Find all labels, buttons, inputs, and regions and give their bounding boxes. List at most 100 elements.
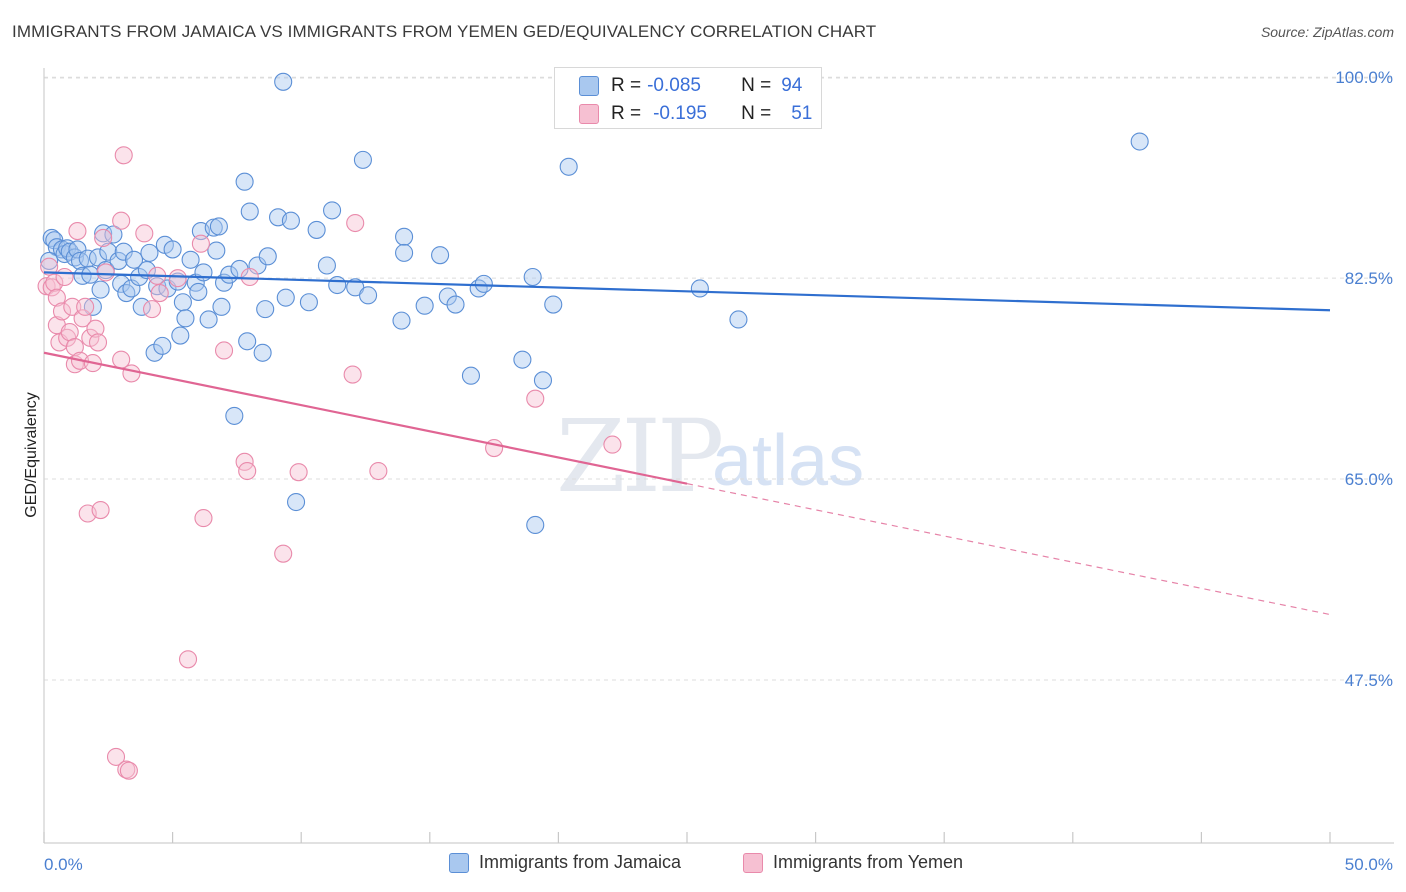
point-jamaica <box>446 295 465 314</box>
point-jamaica <box>287 492 306 512</box>
point-yemen <box>214 341 234 360</box>
point-jamaica <box>240 202 259 221</box>
point-yemen <box>150 284 169 303</box>
point-yemen <box>369 461 388 481</box>
point-jamaica <box>544 295 563 314</box>
point-jamaica <box>42 228 61 248</box>
point-jamaica <box>474 274 493 293</box>
point-yemen <box>86 319 105 338</box>
point-yemen <box>274 544 293 563</box>
point-yemen <box>191 234 210 253</box>
point-jamaica <box>225 406 244 425</box>
point-jamaica <box>1130 132 1149 151</box>
point-jamaica <box>140 243 159 262</box>
point-jamaica <box>176 309 195 328</box>
point-yemen <box>240 267 259 287</box>
point-yemen <box>94 228 113 248</box>
point-jamaica <box>276 288 295 307</box>
point-yemen <box>178 650 198 669</box>
point-yemen <box>119 761 138 780</box>
legend-label-jamaica: Immigrants from Jamaica <box>479 852 682 872</box>
legend-r-value: -0.085 <box>647 75 701 96</box>
point-yemen <box>114 146 133 165</box>
point-jamaica <box>68 240 87 259</box>
point-jamaica <box>171 326 190 345</box>
legend-row-yemen: R = -0.195 N = 51 <box>579 102 812 126</box>
point-jamaica <box>209 217 228 236</box>
point-jamaica <box>99 242 118 261</box>
point-jamaica <box>45 231 64 250</box>
legend-swatch-yemen <box>743 852 763 873</box>
trendline-jamaica <box>43 271 1331 312</box>
point-yemen <box>88 333 108 352</box>
point-jamaica <box>415 296 434 315</box>
x-tick-label-min: 0.0% <box>44 855 83 874</box>
point-jamaica <box>513 350 532 369</box>
point-jamaica <box>323 201 342 220</box>
point-jamaica <box>207 241 226 260</box>
point-yemen <box>47 288 66 307</box>
legend-r-value: -0.195 <box>653 103 707 124</box>
point-jamaica <box>307 220 326 239</box>
point-jamaica <box>40 251 59 270</box>
y-tick-label: 65.0% <box>1345 470 1393 489</box>
point-yemen <box>526 389 545 408</box>
point-jamaica <box>91 280 110 299</box>
point-jamaica <box>359 286 378 305</box>
point-jamaica <box>189 282 208 301</box>
point-yemen <box>122 364 141 383</box>
point-yemen <box>91 501 110 520</box>
point-jamaica <box>238 332 257 351</box>
legend-swatch-jamaica <box>579 76 599 96</box>
legend-swatch-yemen <box>579 104 599 124</box>
point-yemen <box>142 300 162 319</box>
point-yemen <box>112 211 131 230</box>
point-jamaica <box>328 275 347 295</box>
legend-n-value: 94 <box>781 75 803 96</box>
point-jamaica <box>109 251 128 270</box>
point-yemen <box>73 309 92 328</box>
point-yemen <box>76 297 95 316</box>
legend-r-label: R = <box>611 75 642 96</box>
point-jamaica <box>431 246 450 265</box>
watermark-atlas: atlas <box>712 421 865 501</box>
point-jamaica <box>199 310 218 329</box>
point-jamaica <box>212 297 231 316</box>
point-jamaica <box>346 278 365 297</box>
point-yemen <box>40 257 59 276</box>
watermark-zip: ZIP <box>556 398 724 515</box>
point-yemen <box>168 269 187 288</box>
legend-r-label: R = <box>611 103 642 124</box>
point-jamaica <box>523 267 542 287</box>
legend-n-label: N = <box>741 103 772 124</box>
trend-lines <box>43 271 1331 616</box>
point-jamaica <box>130 267 149 287</box>
point-yemen <box>343 365 362 384</box>
series-legend: Immigrants from Jamaica Immigrants from … <box>0 852 1406 878</box>
point-yemen <box>346 213 365 233</box>
point-jamaica <box>299 293 318 312</box>
point-jamaica <box>353 150 372 169</box>
y-tick-label: 82.5% <box>1345 269 1393 288</box>
point-jamaica <box>83 297 102 316</box>
legend-label-yemen: Immigrants from Yemen <box>773 852 964 872</box>
y-tick-label: 47.5% <box>1345 671 1393 690</box>
point-jamaica <box>173 293 192 312</box>
point-jamaica <box>181 250 200 269</box>
point-jamaica <box>256 300 275 319</box>
point-jamaica <box>258 247 277 266</box>
point-yemen <box>96 263 115 282</box>
axes <box>43 68 1394 844</box>
point-jamaica <box>145 343 164 362</box>
y-tick-label: 100.0% <box>1335 68 1393 87</box>
y-axis-label: GED/Equivalency <box>23 392 40 517</box>
point-jamaica <box>235 172 254 191</box>
point-jamaica <box>163 240 182 259</box>
point-jamaica <box>153 336 172 355</box>
legend-item-yemen: Immigrants from Yemen <box>743 852 963 873</box>
point-yemen <box>45 273 64 292</box>
point-jamaica <box>274 72 293 91</box>
point-jamaica <box>104 225 123 244</box>
tick-labels: 100.0% 82.5% 65.0% 47.5% 0.0% 50.0% GED/Equiva… <box>23 68 1393 874</box>
